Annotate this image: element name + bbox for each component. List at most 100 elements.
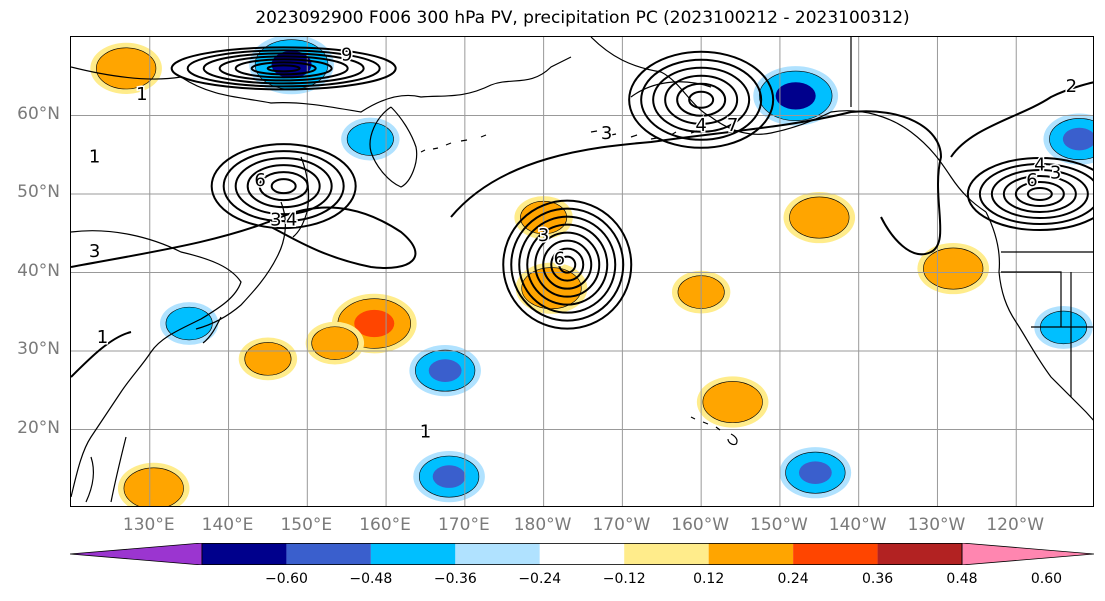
precip-blob-6 bbox=[696, 376, 769, 428]
pv-contour-4-3 bbox=[234, 58, 333, 79]
lat-tick-label: 30°N bbox=[17, 339, 60, 359]
pv-contour-1-7 bbox=[510, 207, 625, 322]
pv-contour-1-6 bbox=[518, 215, 617, 314]
pv-contour-label: 3 bbox=[601, 123, 612, 144]
colorbar-tick-label: 0.12 bbox=[693, 571, 725, 587]
pv-contour-3-3 bbox=[1002, 175, 1077, 213]
colorbar-tick-label: −0.60 bbox=[264, 571, 308, 587]
lat-tick-label: 60°N bbox=[17, 103, 60, 124]
pv-contour-2-4 bbox=[652, 66, 751, 133]
pv-contour-4-2 bbox=[250, 61, 317, 76]
pv-contour-label: 3 bbox=[1050, 162, 1061, 183]
precip-mid bbox=[311, 326, 359, 360]
pv-contour-label: 4 bbox=[286, 209, 297, 230]
pv-contour-label: 2 bbox=[1066, 76, 1077, 97]
pv-contour-1-8 bbox=[502, 199, 633, 330]
pv-contour-label: 3 bbox=[89, 241, 100, 262]
precip-mid bbox=[244, 342, 292, 376]
pv-contour-trough bbox=[71, 81, 1093, 378]
pv-contour-label: 1 bbox=[136, 84, 147, 105]
pv-contour-1-1 bbox=[558, 255, 577, 274]
pv-contour-2-6 bbox=[628, 50, 775, 149]
pv-contour-4-5 bbox=[202, 52, 365, 85]
pv-contour-4-4 bbox=[218, 55, 349, 82]
pv-contour-3-4 bbox=[990, 169, 1089, 219]
precip-blob-5 bbox=[783, 191, 856, 244]
lat-tick-label: 20°N bbox=[17, 417, 60, 438]
graticule bbox=[71, 37, 1093, 506]
lat-tick-label: 50°N bbox=[17, 182, 60, 202]
colorbar-segment-6 bbox=[708, 543, 794, 565]
precip-blob-16 bbox=[1043, 113, 1093, 165]
pv-contour-4-6 bbox=[186, 49, 381, 88]
pv-contour-1-4 bbox=[534, 231, 601, 298]
colorbar-segment-4 bbox=[539, 543, 625, 565]
precip-core bbox=[775, 82, 816, 110]
pv-contour-label: 3 bbox=[270, 209, 281, 230]
colorbar-segment-7 bbox=[793, 543, 878, 565]
pv-contour-0-4 bbox=[234, 157, 333, 216]
colorbar-segment-8 bbox=[877, 543, 962, 565]
pv-contour-label: 3 bbox=[538, 225, 549, 246]
pv-contour-label: 1 bbox=[97, 327, 108, 348]
precip-core bbox=[432, 465, 466, 488]
lon-tick-label: 160°E bbox=[359, 515, 411, 535]
pv-contour-0-1 bbox=[270, 178, 297, 195]
pv-contour-label: 1 bbox=[420, 421, 431, 442]
colorbar-segment-5 bbox=[624, 543, 709, 565]
colorbar-segment-2 bbox=[370, 543, 456, 565]
pv-contour-4-7 bbox=[170, 46, 397, 91]
lon-tick-label: 160°W bbox=[671, 515, 730, 535]
coast-asia bbox=[71, 230, 242, 498]
pv-contour-label: 6 bbox=[254, 170, 265, 191]
pv-contour-label: 7 bbox=[727, 115, 738, 136]
colorbar-tick-label: 0.36 bbox=[861, 571, 894, 587]
coast-aleutians bbox=[420, 130, 698, 153]
pv-contour-4-1 bbox=[266, 64, 301, 73]
precip-blob-13 bbox=[409, 345, 481, 397]
precip-core bbox=[354, 309, 395, 338]
pv-contour-label: 9 bbox=[341, 45, 352, 66]
colorbar-tick-label: 0.60 bbox=[1030, 571, 1063, 587]
precip-blob-18 bbox=[238, 337, 298, 381]
lon-tick-label: 140°E bbox=[201, 515, 254, 535]
colorbar-tick-label: 0.48 bbox=[946, 571, 978, 587]
pv-contour-1-5 bbox=[526, 223, 609, 306]
pv-contour-1-3 bbox=[542, 239, 593, 290]
precip-core bbox=[109, 57, 143, 80]
precipitation-shading bbox=[90, 37, 1093, 506]
lon-tick-label: 150°E bbox=[280, 515, 333, 535]
pv-contour-label: 6 bbox=[554, 249, 565, 270]
precip-core bbox=[716, 390, 750, 414]
colorbar-segment-3 bbox=[455, 543, 540, 565]
pv-contour-3-5 bbox=[978, 163, 1093, 225]
colorbar bbox=[70, 543, 1094, 565]
coast-alaska bbox=[590, 37, 987, 213]
precip-mid bbox=[165, 306, 213, 341]
precip-blob-15 bbox=[90, 42, 162, 94]
pv-contour-label: 4 bbox=[1034, 154, 1045, 175]
pv-contour-0-6 bbox=[210, 143, 357, 230]
precip-blob-1 bbox=[413, 451, 485, 503]
coast-north-america bbox=[985, 211, 1093, 421]
colorbar-extend-max bbox=[961, 543, 1094, 565]
colorbar-tick-label: −0.12 bbox=[602, 571, 646, 587]
pv-contour-label: 1 bbox=[89, 147, 100, 168]
pv-contour-2-5 bbox=[640, 58, 763, 141]
pv-contour-1-2 bbox=[550, 247, 585, 282]
lon-tick-label: 180°W bbox=[513, 515, 572, 535]
pv-contour-label: 4 bbox=[695, 115, 706, 136]
colorbar-frame bbox=[201, 543, 963, 565]
precip-blob-11 bbox=[753, 66, 839, 126]
coast-philippines bbox=[110, 436, 127, 503]
precip-blob-12 bbox=[779, 447, 852, 499]
pv-contour-2-1 bbox=[688, 90, 715, 109]
lon-tick-label: 130°E bbox=[122, 515, 175, 535]
lon-tick-label: 120°W bbox=[986, 515, 1045, 535]
colorbar-tick-label: −0.36 bbox=[433, 571, 477, 587]
precip-blob-2 bbox=[117, 462, 190, 506]
precip-core bbox=[1062, 127, 1093, 151]
colorbar-extend-min bbox=[70, 543, 203, 565]
